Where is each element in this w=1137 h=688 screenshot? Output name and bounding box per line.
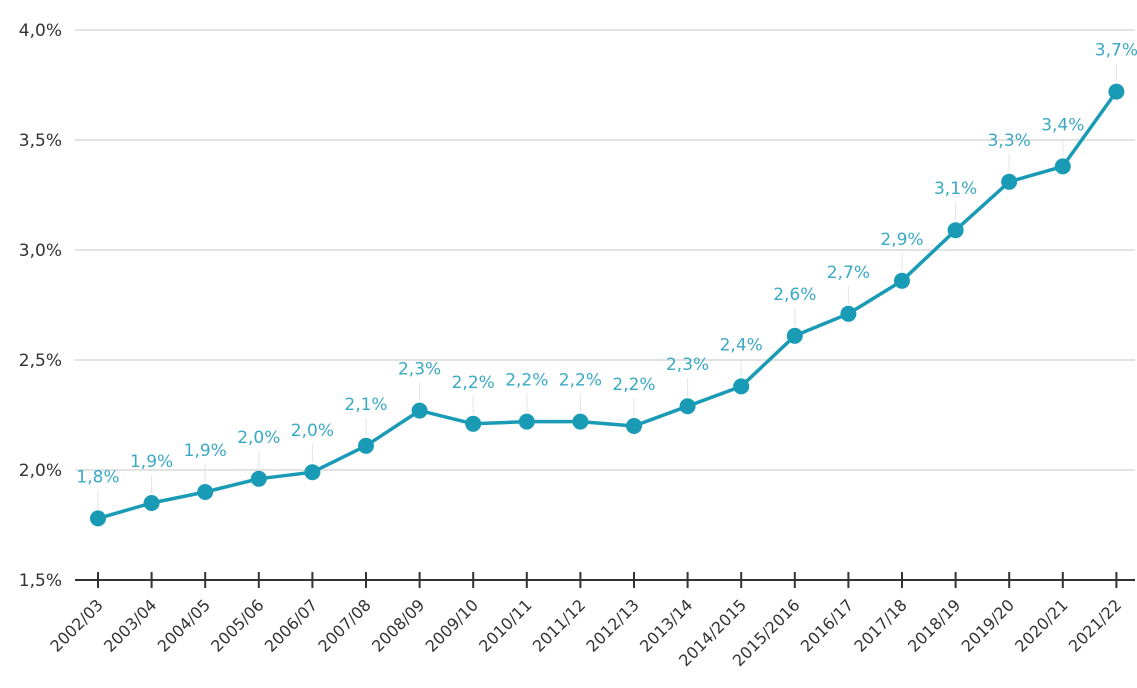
- data-label: 2,0%: [291, 421, 334, 441]
- data-point: [733, 378, 750, 395]
- data-point: [250, 470, 267, 487]
- data-label: 2,7%: [827, 263, 870, 283]
- x-tick-label: 2020/21: [1011, 595, 1071, 655]
- data-point: [304, 464, 321, 481]
- series-line: [97, 90, 1118, 521]
- y-tick-label: 3,0%: [19, 241, 62, 261]
- data-label: 2,2%: [612, 375, 655, 395]
- y-tick-label: 1,5%: [19, 571, 62, 591]
- x-tick-label: 2009/10: [422, 595, 482, 655]
- y-axis-ticks: 1,5% 2,0% 2,5% 3,0% 3,5% 4,0%: [19, 21, 62, 591]
- data-point: [90, 510, 106, 527]
- data-point: [1108, 83, 1125, 100]
- data-label: 2,3%: [666, 355, 709, 375]
- y-tick-label: 2,0%: [19, 461, 62, 481]
- x-tick-label: 2021/22: [1065, 595, 1125, 655]
- data-point: [358, 437, 374, 454]
- data-label: 3,3%: [988, 131, 1031, 151]
- x-tick-label: 2003/04: [100, 595, 160, 655]
- x-tick-label: 2011/12: [529, 595, 589, 655]
- data-label: 2,2%: [452, 373, 495, 393]
- data-label: 2,6%: [773, 285, 816, 305]
- data-point: [1001, 173, 1018, 190]
- data-label: 1,8%: [76, 467, 119, 487]
- data-point: [197, 484, 214, 500]
- data-point: [626, 418, 642, 434]
- x-tick-label: 2016/17: [797, 595, 857, 655]
- data-label: 2,1%: [344, 395, 387, 415]
- y-tick-label: 3,5%: [19, 131, 62, 151]
- y-tick-label: 4,0%: [19, 21, 62, 41]
- data-labels: 1,8% 1,9% 1,9% 2,0% 2,0% 2,1% 2,3% 2,2% 2,2% 2,2%…: [76, 41, 1137, 488]
- data-label: 1,9%: [130, 452, 173, 472]
- data-label: 2,2%: [559, 371, 602, 391]
- data-label: 2,2%: [505, 371, 548, 391]
- x-tick-label: 2012/13: [582, 595, 642, 655]
- data-point: [840, 305, 857, 322]
- y-tick-label: 2,5%: [19, 351, 62, 371]
- data-label: 2,9%: [880, 230, 923, 250]
- x-tick-label: 2008/09: [368, 595, 428, 655]
- data-label: 2,4%: [720, 335, 763, 355]
- data-point: [572, 413, 589, 430]
- data-label: 3,1%: [934, 179, 977, 199]
- data-label: 2,0%: [237, 428, 280, 448]
- x-tick-label: 2007/08: [314, 595, 374, 655]
- data-point: [465, 415, 482, 432]
- x-tick-label: 2018/19: [904, 595, 964, 655]
- data-point: [894, 272, 910, 289]
- data-label: 3,7%: [1095, 41, 1137, 61]
- x-tick-label: 2004/05: [154, 595, 214, 655]
- x-tick-label: 2017/18: [850, 595, 910, 655]
- x-tick-label: 2002/03: [46, 595, 106, 655]
- data-point: [679, 398, 696, 415]
- data-label: 2,3%: [398, 360, 441, 380]
- series: [90, 63, 1125, 527]
- gridlines: [75, 29, 1135, 471]
- x-tick-label: 2005/06: [207, 595, 267, 655]
- data-point: [786, 327, 803, 344]
- data-point: [947, 222, 964, 239]
- data-point: [411, 402, 428, 419]
- data-point: [143, 495, 160, 511]
- x-tick-label: 2006/07: [261, 595, 321, 655]
- x-axis: 2002/032003/042004/052005/062006/072007/…: [46, 572, 1135, 670]
- x-tick-label: 2010/11: [475, 595, 535, 655]
- data-label: 3,4%: [1041, 115, 1084, 135]
- data-point: [1054, 158, 1071, 175]
- data-point: [518, 413, 535, 430]
- data-label: 1,9%: [184, 441, 227, 461]
- x-tick-label: 2019/20: [958, 595, 1018, 655]
